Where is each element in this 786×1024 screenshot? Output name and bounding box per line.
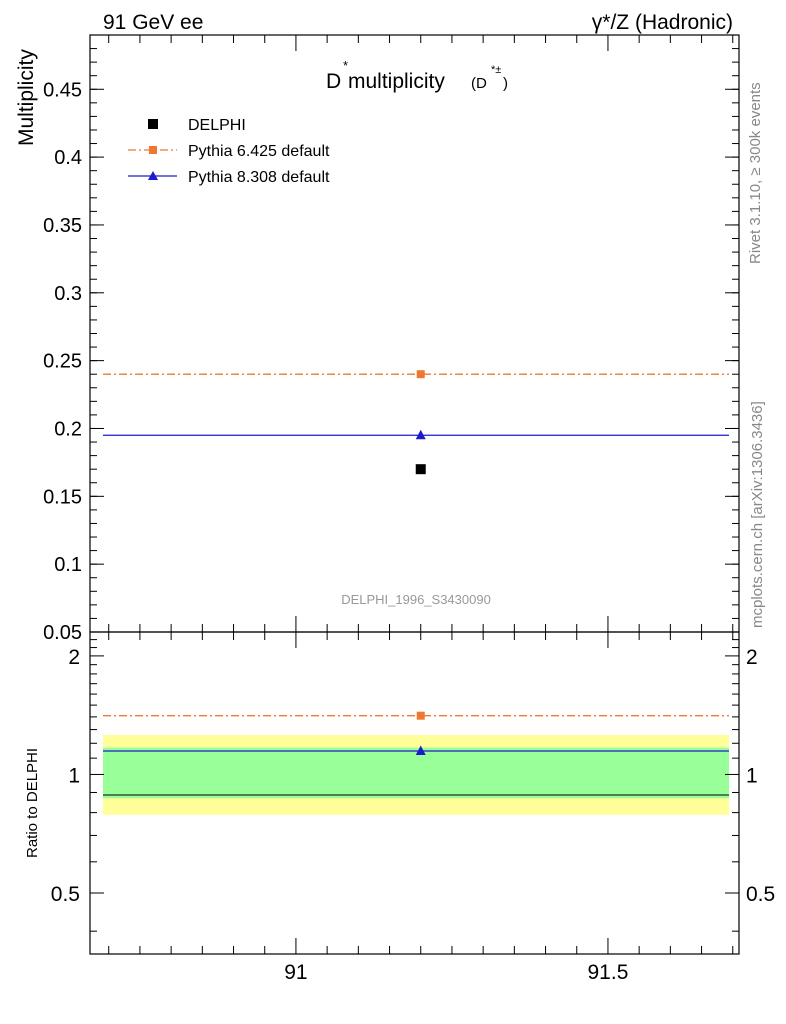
main-axis-ticks: 0.05 0.1 0.15 0.2 0.25 0.3 0.35 0.4 0.45 [43,35,739,644]
legend-item-pythia6: Pythia 6.425 default [128,143,330,160]
header-right-label: γ*/Z (Hadronic) [592,11,733,34]
y-tick-label-right: 1 [746,764,758,787]
title-sub-close: ) [503,75,508,92]
y-tick-label: 0.4 [54,147,82,169]
ratio-ylabel: Ratio to DELPHI [24,748,41,858]
title-main-rest: multiplicity [348,70,445,93]
mcplots-label: mcplots.cern.ch [arXiv:1306.3436] [749,401,766,628]
ratio-axis-ticks: 0.5 0.5 1 1 2 2 91 91.5 [51,632,775,984]
ratio-series [103,711,729,755]
data-point [416,370,425,379]
ratio-panel-frame [89,631,740,955]
legend-marker-square-icon [149,146,157,154]
y-tick-label: 0.35 [43,215,82,237]
y-tick-label: 0.05 [43,622,82,644]
y-tick-label: 0.2 [54,418,82,440]
y-tick-label-right: 0.5 [746,883,775,906]
y-tick-label: 0.3 [54,283,82,305]
data-point [415,464,426,475]
rivet-version-label: Rivet 3.1.10, ≥ 300k events [747,82,764,264]
title-sub: (D [471,75,487,92]
x-tick-label: 91.5 [588,961,629,984]
x-tick-label: 91 [284,961,307,984]
y-tick-label: 0.25 [43,351,82,373]
legend: DELPHI Pythia 6.425 default Pythia 8.308… [128,117,330,186]
main-ylabel: Multiplicity [15,49,38,146]
y-tick-label: 0.1 [54,554,82,576]
legend-marker-triangle-icon [148,171,158,180]
y-tick-label-right: 2 [746,646,758,669]
header-left-label: 91 GeV ee [103,11,203,34]
data-point [415,429,426,440]
legend-item-delphi: DELPHI [148,117,246,134]
y-tick-label: 0.15 [43,486,82,508]
legend-label: Pythia 6.425 default [188,143,330,160]
legend-item-pythia8: Pythia 8.308 default [128,169,330,186]
y-tick-label: 2 [68,646,80,669]
uncertainty-band [103,747,729,799]
legend-marker-square-icon [148,119,158,129]
data-point [415,745,426,755]
y-tick-label: 0.45 [43,79,82,101]
legend-label: DELPHI [188,117,246,134]
title-main-sup: * [343,58,348,73]
ratio-uncertainty-bands [103,734,729,815]
main-panel: D * multiplicity (D *± ) Multiplicity DE… [15,34,740,644]
title-main: D [326,70,341,93]
main-series [103,370,729,475]
data-point [416,711,425,720]
legend-label: Pythia 8.308 default [188,169,330,186]
title-sub-sup: *± [491,64,501,76]
ratio-panel: 0.5 0.5 1 1 2 2 91 91.5 Ratio to DELPHI [24,631,775,984]
main-title: D * multiplicity (D *± ) [326,58,508,93]
y-tick-label: 1 [68,764,80,787]
y-tick-label: 0.5 [51,883,80,906]
analysis-label: DELPHI_1996_S3430090 [341,592,491,607]
